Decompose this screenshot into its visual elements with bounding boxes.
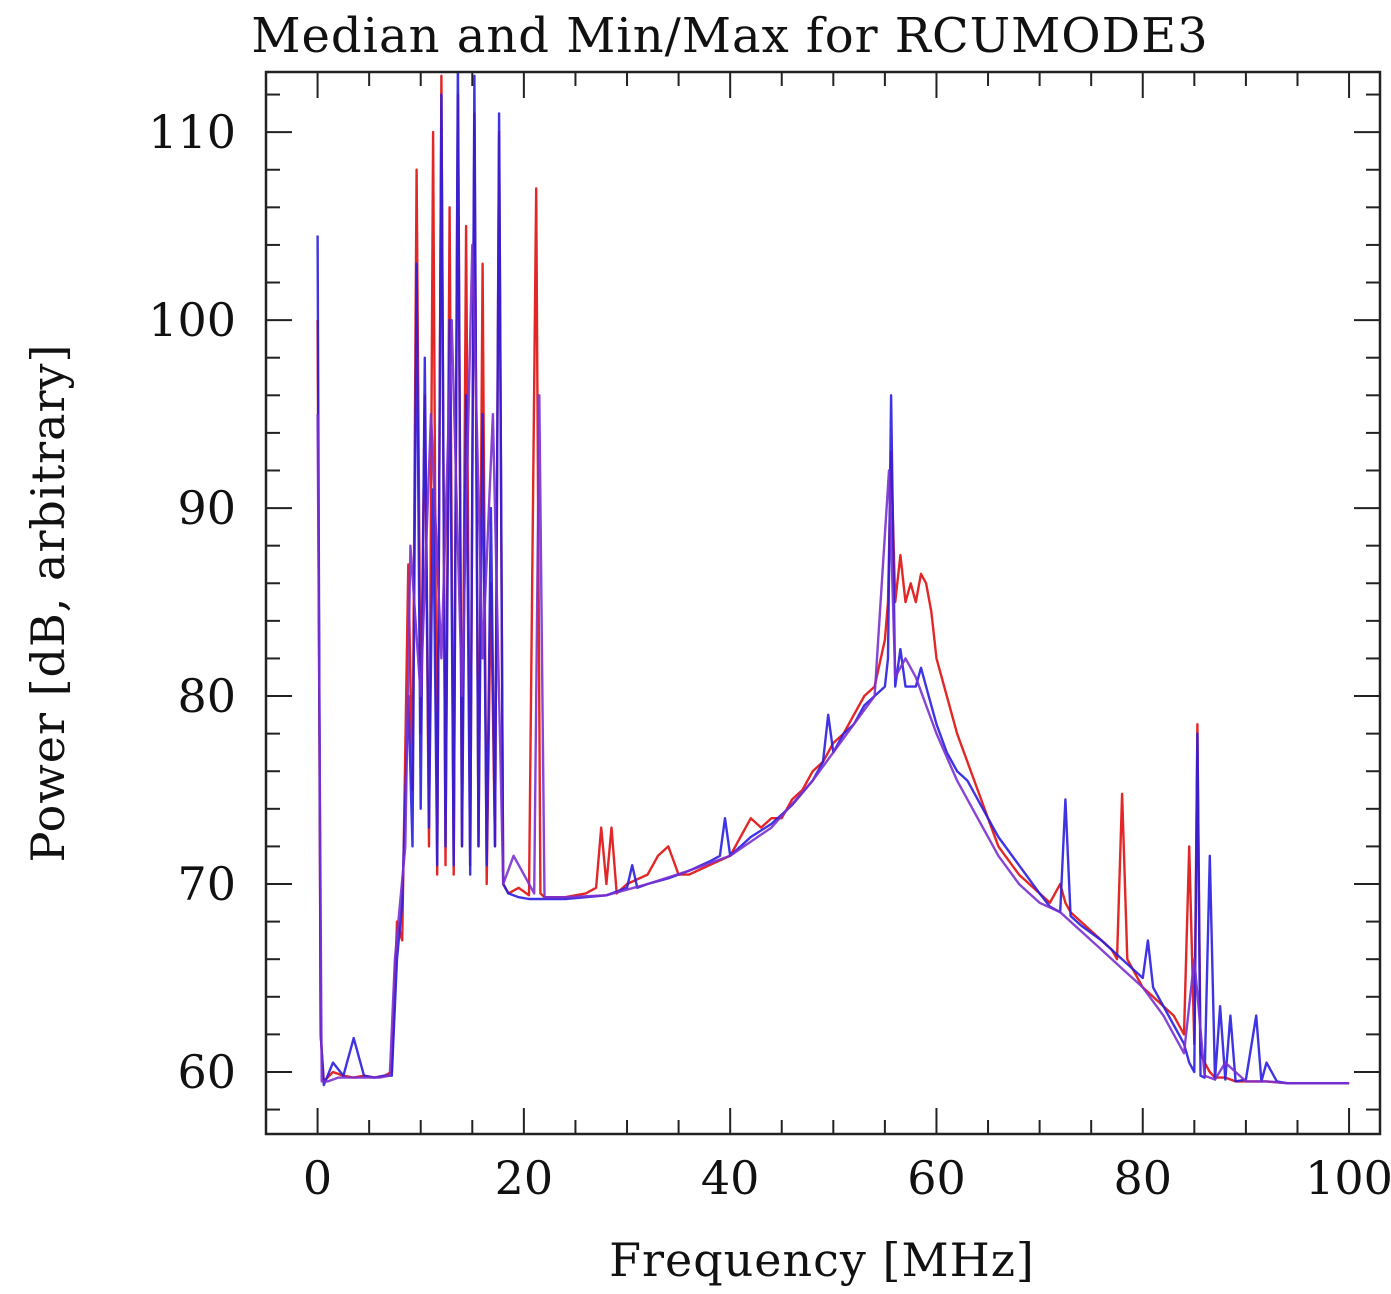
chart-title: Median and Min/Max for RCUMODE3 (251, 8, 1208, 64)
x-tick-label: 80 (1113, 1151, 1172, 1205)
tick-layer: 0 20 40 60 80 100 60 70 80 90 100 110 (148, 72, 1391, 1205)
y-tick-label: 110 (148, 105, 236, 159)
x-tick-label: 60 (907, 1151, 966, 1205)
y-tick-label: 100 (148, 293, 236, 347)
series-layer (316, 72, 1350, 1087)
series-line-2 (316, 72, 1350, 1087)
plot-frame (264, 70, 1382, 1136)
y-tick-label: 80 (177, 669, 236, 723)
x-tick-label: 20 (495, 1151, 554, 1205)
x-axis-label: Frequency [MHz] (609, 1233, 1035, 1287)
y-axis-label: Power [dB, arbitrary] (21, 344, 75, 863)
y-tick-label: 90 (177, 481, 236, 535)
y-tick-label: 70 (177, 857, 236, 911)
x-tick-label: 100 (1305, 1151, 1391, 1205)
x-tick-label: 40 (701, 1151, 760, 1205)
series-line-3 (316, 243, 1350, 1085)
x-tick-label: 0 (303, 1151, 332, 1205)
y-tick-label: 60 (177, 1045, 236, 1099)
